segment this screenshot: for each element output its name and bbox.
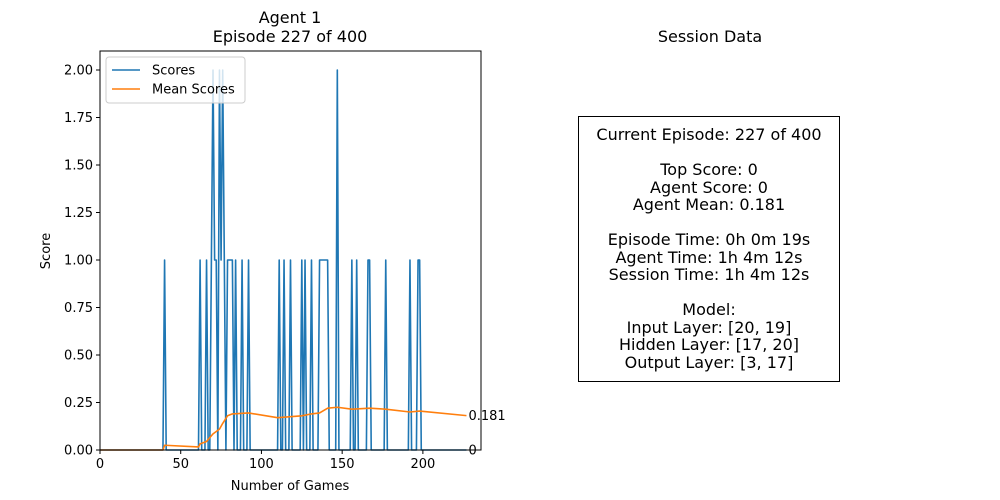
- legend-frame: [105, 56, 246, 104]
- session-title: Session Data: [657, 27, 763, 46]
- x-tick-label: 150: [330, 457, 355, 472]
- y-tick-label: 2.00: [64, 64, 93, 79]
- session-time: Session Time: 1h 4m 12s: [608, 265, 810, 284]
- x-axis: 0 50 100 150 200: [96, 450, 435, 472]
- x-tick-label: 100: [249, 457, 274, 472]
- end-label-scores: 0: [468, 444, 476, 459]
- end-labels: 0.181 0: [468, 409, 505, 458]
- series-line-scores: [100, 69, 467, 451]
- y-tick-label: 1.00: [64, 254, 93, 269]
- agent-score: Agent Score: 0: [650, 177, 768, 197]
- series-line-mean-scores: [100, 406, 467, 451]
- x-tick-label: 50: [172, 457, 189, 472]
- y-tick-label: 0.75: [64, 301, 93, 316]
- agent-time: Agent Time: 1h 4m 12s: [615, 247, 803, 267]
- legend-label-scores: Scores: [152, 64, 195, 79]
- hidden-layer: Hidden Layer: [17, 20]: [618, 335, 800, 354]
- y-tick-label: 0.25: [64, 396, 93, 411]
- y-axis-label: Score: [39, 233, 54, 269]
- y-tick-label: 0.50: [64, 349, 93, 364]
- y-tick-label: 0.00: [64, 444, 93, 459]
- x-tick-label: 200: [410, 457, 435, 472]
- y-tick-label: 1.50: [64, 159, 93, 174]
- session-data-box: Current Episode: 227 of 400 Top Score: 0…: [578, 116, 840, 382]
- output-layer: Output Layer: [3, 17]: [624, 352, 794, 372]
- current-episode: Current Episode: 227 of 400: [596, 125, 822, 144]
- end-label-mean-scores: 0.181: [468, 409, 505, 424]
- y-tick-label: 1.25: [64, 206, 93, 221]
- chart-subtitle: Episode 227 of 400: [213, 27, 368, 46]
- model-label: Model:: [682, 300, 736, 319]
- x-tick-label: 0: [96, 457, 104, 472]
- legend: Scores Mean Scores: [105, 56, 246, 104]
- legend-label-mean-scores: Mean Scores: [152, 83, 235, 98]
- score-chart: Agent 1 Episode 227 of 400 0 50 100 150 200 …: [39, 8, 506, 494]
- chart-title: Agent 1: [259, 8, 322, 27]
- episode-time: Episode Time: 0h 0m 19s: [607, 230, 811, 249]
- agent-mean: Agent Mean: 0.181: [632, 195, 786, 214]
- input-layer: Input Layer: [20, 19]: [626, 317, 792, 337]
- series-layer: [100, 69, 467, 451]
- plot-area: 0 50 100 150 200 0.00 0.25 0.50 0.75 1.00 1.25 1.5…: [64, 50, 506, 472]
- y-tick-label: 1.75: [64, 111, 93, 126]
- top-score: Top Score: 0: [660, 160, 758, 179]
- axes-frame: [99, 50, 482, 451]
- y-axis: 0.00 0.25 0.50 0.75 1.00 1.25 1.50 1.75 2.00: [64, 64, 100, 459]
- x-axis-label: Number of Games: [231, 479, 350, 494]
